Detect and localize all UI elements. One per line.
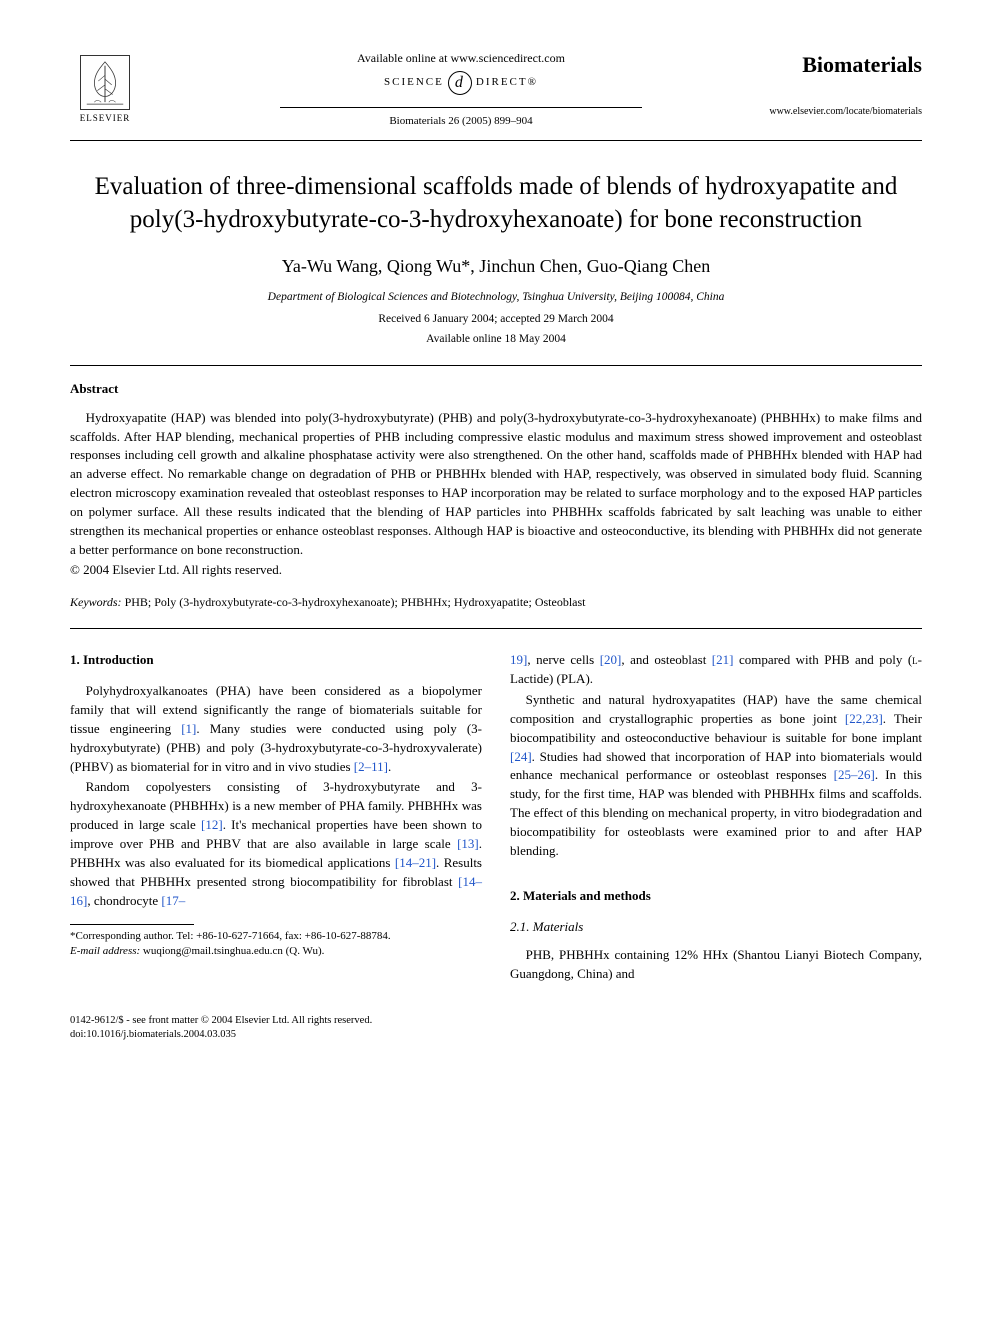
keywords-label: Keywords: bbox=[70, 595, 122, 609]
header-right: Biomaterials www.elsevier.com/locate/bio… bbox=[762, 50, 922, 119]
left-column: 1. Introduction Polyhydroxyalkanoates (P… bbox=[70, 651, 482, 986]
footer-doi-line: doi:10.1016/j.biomaterials.2004.03.035 bbox=[70, 1028, 922, 1042]
ref-link[interactable]: [14–21] bbox=[395, 855, 436, 870]
science-direct-logo: SCIENCE d DIRECT® bbox=[160, 71, 762, 95]
keywords-line: Keywords: PHB; Poly (3-hydroxybutyrate-c… bbox=[70, 594, 922, 611]
footnote-email: wuqiong@mail.tsinghua.edu.cn (Q. Wu). bbox=[140, 945, 324, 957]
page-header: ELSEVIER Available online at www.science… bbox=[70, 50, 922, 130]
elsevier-wordmark: ELSEVIER bbox=[80, 112, 131, 125]
ref-link[interactable]: [25–26] bbox=[834, 767, 875, 782]
ref-link[interactable]: [24] bbox=[510, 749, 532, 764]
sd-at-icon: d bbox=[448, 71, 472, 95]
section-1-heading: 1. Introduction bbox=[70, 651, 482, 670]
section-2-1-heading: 2.1. Materials bbox=[510, 918, 922, 937]
footnote-tel-fax: *Corresponding author. Tel: +86-10-627-7… bbox=[70, 929, 482, 944]
journal-url: www.elsevier.com/locate/biomaterials bbox=[762, 105, 922, 119]
header-center: Available online at www.sciencedirect.co… bbox=[160, 50, 762, 129]
publisher-logo-block: ELSEVIER bbox=[70, 50, 160, 130]
abstract-section: Abstract Hydroxyapatite (HAP) was blende… bbox=[70, 380, 922, 579]
abstract-text: Hydroxyapatite (HAP) was blended into po… bbox=[70, 410, 922, 557]
abstract-copyright: © 2004 Elsevier Ltd. All rights reserved… bbox=[70, 561, 922, 579]
ref-link[interactable]: [21] bbox=[712, 652, 734, 667]
sd-left: SCIENCE bbox=[384, 75, 444, 90]
section-2-heading: 2. Materials and methods bbox=[510, 887, 922, 906]
body-columns: 1. Introduction Polyhydroxyalkanoates (P… bbox=[70, 651, 922, 986]
elsevier-logo: ELSEVIER bbox=[70, 50, 140, 130]
abstract-bottom-rule bbox=[70, 628, 922, 629]
footnote-email-label: E-mail address: bbox=[70, 945, 140, 957]
footer-issn-line: 0142-9612/$ - see front matter © 2004 El… bbox=[70, 1014, 922, 1028]
affiliation: Department of Biological Sciences and Bi… bbox=[70, 289, 922, 305]
elsevier-tree-icon bbox=[80, 55, 130, 110]
footnote-email-line: E-mail address: wuqiong@mail.tsinghua.ed… bbox=[70, 944, 482, 959]
article-title: Evaluation of three-dimensional scaffold… bbox=[90, 171, 902, 236]
abstract-heading: Abstract bbox=[70, 380, 922, 398]
ref-link[interactable]: [20] bbox=[600, 652, 622, 667]
ref-link[interactable]: [17– bbox=[161, 893, 185, 908]
sd-right: DIRECT® bbox=[476, 75, 538, 90]
abstract-top-rule bbox=[70, 365, 922, 366]
ref-link[interactable]: [13] bbox=[457, 836, 479, 851]
ref-link[interactable]: 19] bbox=[510, 652, 527, 667]
ref-link[interactable]: [12] bbox=[201, 817, 223, 832]
corresponding-author-footnote: *Corresponding author. Tel: +86-10-627-7… bbox=[70, 929, 482, 959]
intro-paragraph-2: Random copolyesters consisting of 3-hydr… bbox=[70, 778, 482, 910]
header-divider bbox=[70, 140, 922, 141]
journal-name: Biomaterials bbox=[762, 50, 922, 81]
right-column: 19], nerve cells [20], and osteoblast [2… bbox=[510, 651, 922, 986]
abstract-body: Hydroxyapatite (HAP) was blended into po… bbox=[70, 409, 922, 560]
intro-paragraph-3: Synthetic and natural hydroxyapatites (H… bbox=[510, 691, 922, 861]
author-list: Ya-Wu Wang, Qiong Wu*, Jinchun Chen, Guo… bbox=[70, 254, 922, 279]
page-footer: 0142-9612/$ - see front matter © 2004 El… bbox=[70, 1014, 922, 1041]
available-online-text: Available online at www.sciencedirect.co… bbox=[160, 50, 762, 67]
materials-paragraph-1: PHB, PHBHHx containing 12% HHx (Shantou … bbox=[510, 946, 922, 984]
ref-link[interactable]: [1] bbox=[181, 721, 196, 736]
available-online-date: Available online 18 May 2004 bbox=[70, 331, 922, 347]
keywords-text: PHB; Poly (3-hydroxybutyrate-co-3-hydrox… bbox=[122, 595, 586, 609]
intro-continuation: 19], nerve cells [20], and osteoblast [2… bbox=[510, 651, 922, 689]
received-accepted-dates: Received 6 January 2004; accepted 29 Mar… bbox=[70, 311, 922, 327]
header-rule bbox=[280, 107, 641, 108]
journal-reference: Biomaterials 26 (2005) 899–904 bbox=[160, 114, 762, 129]
ref-link[interactable]: [2–11] bbox=[354, 759, 388, 774]
ref-link[interactable]: [22,23] bbox=[845, 711, 883, 726]
intro-paragraph-1: Polyhydroxyalkanoates (PHA) have been co… bbox=[70, 682, 482, 776]
footnote-rule bbox=[70, 924, 194, 925]
